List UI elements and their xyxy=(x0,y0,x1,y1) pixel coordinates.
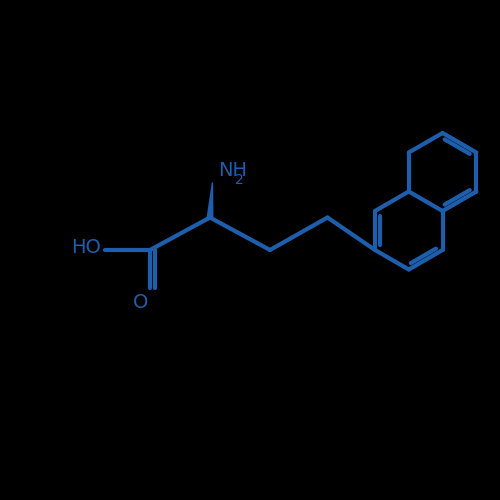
Text: HO: HO xyxy=(71,238,101,257)
Text: 2: 2 xyxy=(235,172,244,186)
Polygon shape xyxy=(208,182,213,218)
Text: NH: NH xyxy=(218,161,248,180)
Text: O: O xyxy=(134,292,148,312)
